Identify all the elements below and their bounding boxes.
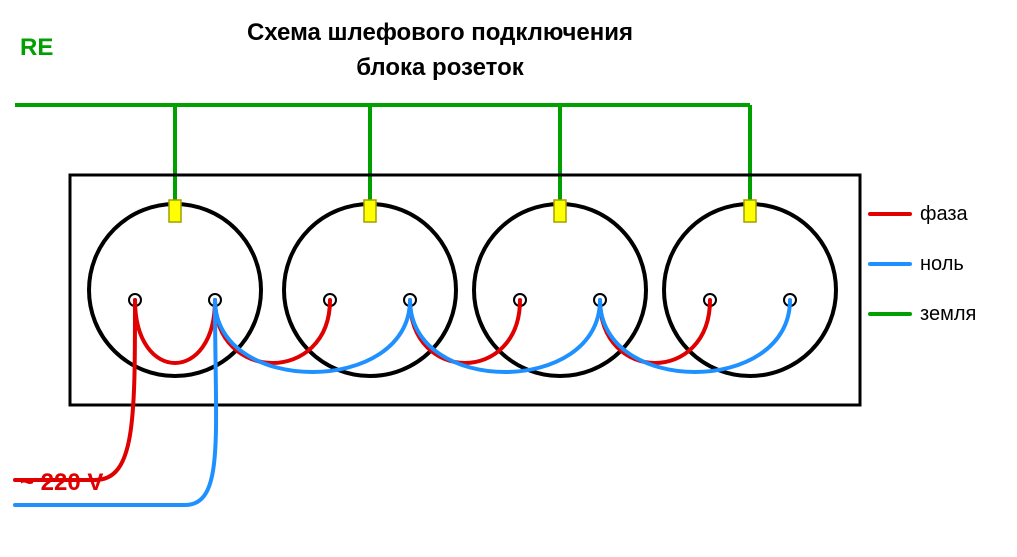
earth-terminal-4 bbox=[744, 200, 756, 222]
label-220v: ~ 220 V bbox=[20, 469, 103, 496]
earth-terminal-1 bbox=[169, 200, 181, 222]
wiring-diagram: Схема шлефового подключения блока розеток… bbox=[0, 0, 1017, 557]
legend-label-phase: фаза bbox=[920, 203, 969, 225]
label-re: RE bbox=[20, 34, 53, 61]
legend-label-earth: земля bbox=[920, 303, 976, 325]
title-line-2: блока розеток bbox=[356, 54, 525, 81]
title-line-1: Схема шлефового подключения bbox=[247, 19, 633, 46]
earth-terminal-2 bbox=[364, 200, 376, 222]
legend-label-neutral: ноль bbox=[920, 253, 964, 275]
earth-terminal-3 bbox=[554, 200, 566, 222]
